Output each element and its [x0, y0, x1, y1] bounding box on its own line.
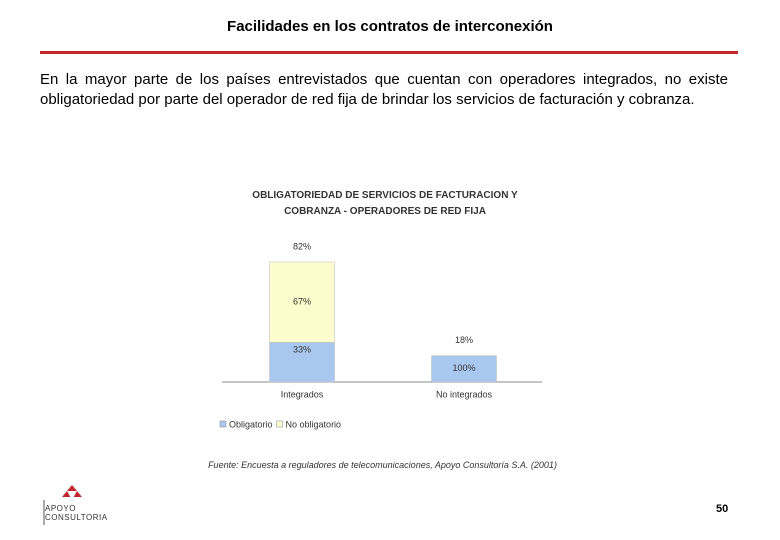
legend-label: Obligatorio — [229, 419, 273, 429]
logo-line: CONSULTORIA — [45, 513, 108, 522]
logo-text: APOYO CONSULTORIA — [45, 504, 108, 522]
legend-swatch — [219, 420, 227, 428]
legend-swatch — [276, 420, 283, 428]
bar-segment — [269, 261, 335, 343]
slide-title: Facilidades en los contratos de intercon… — [227, 18, 553, 35]
category-label: No integrados — [436, 389, 493, 399]
segment-label: 100% — [452, 363, 475, 373]
source-note: Fuente: Encuesta a reguladores de teleco… — [208, 460, 557, 470]
chart-title: OBLIGATORIEDAD DE SERVICIOS DE FACTURACI… — [252, 190, 518, 217]
logo-line: APOYO — [45, 504, 76, 513]
title-rule — [40, 51, 738, 54]
page-number: 50 — [716, 503, 729, 515]
category-label: Integrados — [281, 389, 324, 399]
legend-label: No obligatorio — [286, 419, 342, 429]
bar-segment — [431, 355, 497, 383]
segment-label: 67% — [293, 296, 311, 306]
segment-label: 33% — [293, 345, 311, 355]
body-text: En la mayor parte de los países entrevis… — [40, 71, 728, 108]
logo-mark — [43, 485, 82, 525]
total-label: 82% — [293, 241, 311, 251]
total-label: 18% — [455, 335, 473, 345]
